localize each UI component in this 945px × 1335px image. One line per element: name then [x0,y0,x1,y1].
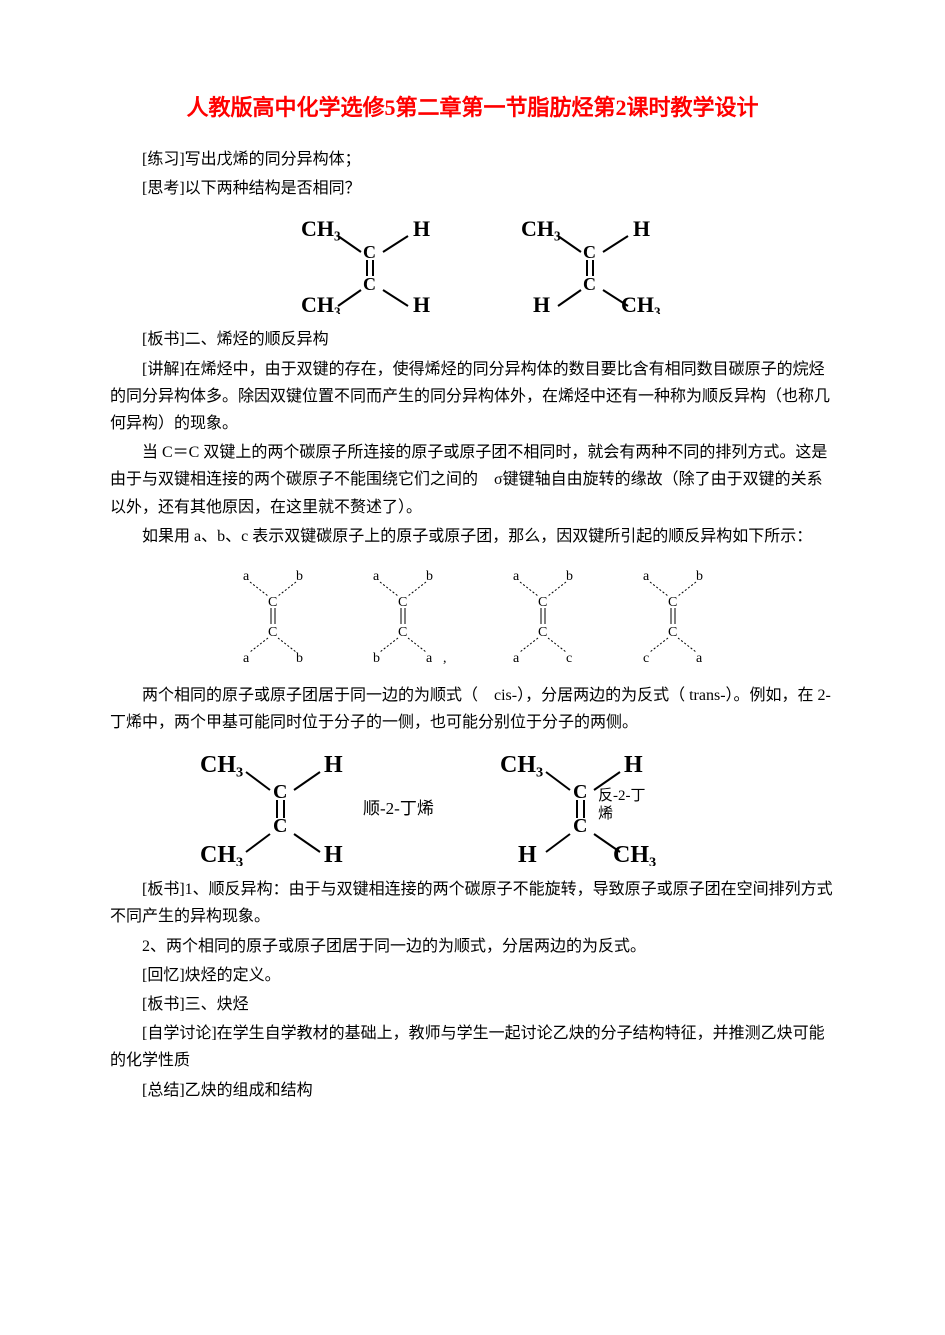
paragraph-explain: [讲解]在烯烃中，由于双键的存在，使得烯烃的同分异构体的数目要比含有相同数目碳原… [110,356,835,438]
svg-text:C: C [583,274,596,294]
svg-text:C: C [363,274,376,294]
svg-text:b: b [566,569,573,584]
paragraph-self-study: [自学讨论]在学生自学教材的基础上，教师与学生一起讨论乙炔的分子结构特征，并推测… [110,1020,835,1074]
abc-mol-1: a b C C a b [228,566,318,666]
svg-text:C: C [573,815,587,837]
label-bl: CH₃ [301,292,341,314]
svg-text:,: , [443,651,447,666]
svg-text:b: b [296,651,303,666]
paragraph-banshu-1: [板书]1、顺反异构：由于与双键相连接的两个碳原子不能旋转，导致原子或原子团在空… [110,876,835,930]
paragraph-cis-trans-def: 两个相同的原子或原子团居于同一边的为顺式（ cis-），分居两边的为反式（ tr… [110,682,835,736]
molecule-right: CH₃ H C C H CH₃ [503,214,663,314]
molecule-left: CH₃ H C C CH₃ H [283,214,443,314]
diagram-cis-trans: CH₃ H C C CH₃ H 顺-2-丁烯 CH₃ H C C H CH₃ 反… [110,746,835,866]
svg-text:C: C [398,625,407,640]
svg-text:C: C [273,815,287,837]
svg-text:CH₃: CH₃ [613,842,656,866]
svg-text:H: H [324,752,343,778]
label-bl: H [533,292,550,314]
diagram-abc-four: a b C C a b a b C C b a , a b C C [110,566,835,666]
svg-text:C: C [363,242,376,262]
svg-text:C: C [538,625,547,640]
svg-text:C: C [398,595,407,610]
svg-text:a: a [243,569,250,584]
svg-text:b: b [426,569,433,584]
svg-text:C: C [268,625,277,640]
svg-text:a: a [513,651,520,666]
page-title: 人教版高中化学选修5第二章第一节脂肪烃第2课时教学设计 [110,90,835,122]
svg-text:a: a [643,569,650,584]
label-br: CH₃ [621,292,661,314]
paragraph-banshu: [板书]二、烯烃的顺反异构 [110,326,835,353]
svg-text:a: a [513,569,520,584]
svg-text:CH₃: CH₃ [200,752,243,778]
abc-mol-3: a b C C a c [498,566,588,666]
svg-text:b: b [696,569,703,584]
abc-mol-2: a b C C b a , [358,566,458,666]
paragraph-banshu-3: [板书]三、炔烃 [110,991,835,1018]
cis-label: 顺-2-丁烯 [363,799,434,818]
paragraph-banshu-2: 2、两个相同的原子或原子团居于同一边的为顺式，分居两边的为反式。 [110,933,835,960]
svg-text:C: C [538,595,547,610]
label-tr: H [633,216,650,241]
paragraph-cc-double: 当 C＝C 双键上的两个碳原子所连接的原子或原子团不相同时，就会有两种不同的排列… [110,439,835,521]
svg-text:C: C [583,242,596,262]
molecule-cis: CH₃ H C C CH₃ H 顺-2-丁烯 [188,746,448,866]
label-tl: CH₃ [521,216,561,241]
diagram-two-structures: CH₃ H C C CH₃ H CH₃ H C C H CH₃ [110,214,835,314]
svg-text:C: C [668,625,677,640]
svg-text:a: a [696,651,703,666]
svg-text:b: b [296,569,303,584]
paragraph-think: [思考]以下两种结构是否相同？ [110,175,835,202]
paragraph-recall: [回忆]炔烃的定义。 [110,962,835,989]
label-tl: CH₃ [301,216,341,241]
label-tr: H [413,216,430,241]
svg-text:C: C [668,595,677,610]
svg-text:H: H [324,842,343,866]
svg-text:C: C [273,781,287,803]
svg-text:c: c [643,651,649,666]
svg-text:H: H [518,842,537,866]
svg-text:c: c [566,651,572,666]
svg-text:CH₃: CH₃ [500,752,543,778]
trans-label: 反-2-丁 [598,787,646,804]
label-br: H [413,292,430,314]
svg-text:b: b [373,651,380,666]
svg-text:CH₃: CH₃ [200,842,243,866]
svg-text:H: H [624,752,643,778]
svg-text:a: a [373,569,380,584]
svg-text:C: C [573,781,587,803]
svg-text:烯: 烯 [598,805,613,822]
paragraph-abc: 如果用 a、b、c 表示双键碳原子上的原子或原子团，那么，因双键所引起的顺反异构… [110,523,835,550]
paragraph-exercise: [练习]写出戊烯的同分异构体； [110,146,835,173]
svg-text:a: a [243,651,250,666]
svg-text:C: C [268,595,277,610]
svg-text:a: a [426,651,433,666]
abc-mol-4: a b C C c a [628,566,718,666]
molecule-trans: CH₃ H C C H CH₃ 反-2-丁 烯 [488,746,758,866]
paragraph-summary: [总结]乙炔的组成和结构 [110,1077,835,1104]
